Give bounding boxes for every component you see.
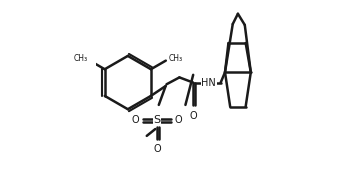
- Text: O: O: [175, 115, 182, 125]
- Text: O: O: [132, 115, 139, 125]
- Text: O: O: [189, 111, 197, 121]
- Text: O: O: [153, 144, 161, 154]
- Text: CH₃: CH₃: [169, 53, 182, 63]
- Text: CH₃: CH₃: [73, 53, 87, 63]
- Text: S: S: [154, 115, 161, 125]
- Text: HN: HN: [201, 78, 216, 88]
